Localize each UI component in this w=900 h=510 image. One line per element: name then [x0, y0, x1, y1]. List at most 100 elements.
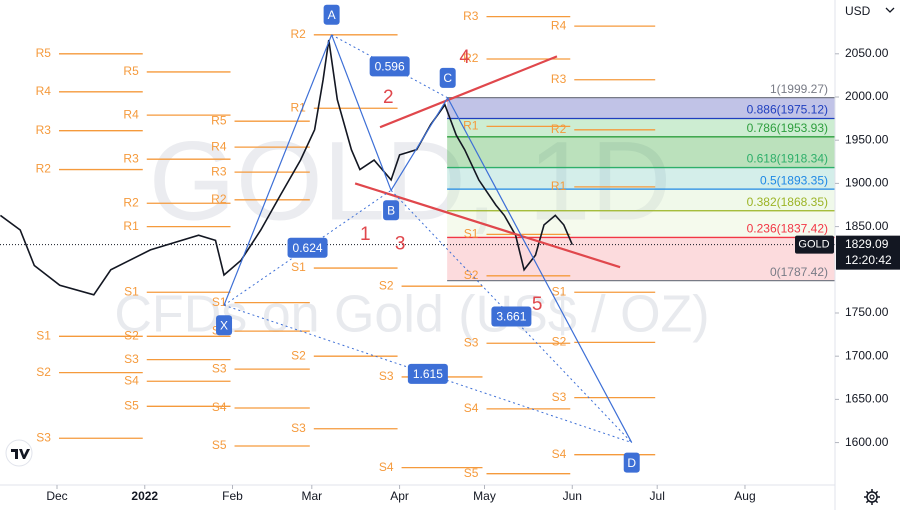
ratio-label: 3.661 [496, 310, 526, 324]
price-tag [836, 235, 900, 270]
pivot-label: S5 [212, 438, 227, 452]
pivot-label: S4 [124, 373, 139, 387]
y-tick-label: 1750.00 [845, 305, 889, 319]
fib-label: 0.886(1975.12) [747, 103, 828, 117]
pattern-point-label: B [387, 203, 395, 217]
pivot-label: R2 [463, 51, 479, 65]
fib-band [447, 237, 835, 281]
x-tick-label: Jul [650, 489, 665, 503]
pattern-ratio-line [390, 189, 633, 443]
pattern-point-label: X [220, 318, 228, 332]
pivot-label: R3 [211, 164, 227, 178]
pivot-label: R1 [290, 100, 306, 114]
x-tick-label: Feb [222, 489, 243, 503]
fib-label: 0(1787.42) [770, 265, 828, 279]
x-tick-label: May [473, 489, 496, 503]
pivot-label: R3 [36, 123, 52, 137]
fib-label: 0.236(1837.42) [747, 222, 828, 236]
pivot-label: R2 [36, 162, 52, 176]
pivot-label: R2 [123, 195, 139, 209]
pivot-label: S3 [464, 335, 479, 349]
wave-label: 2 [383, 87, 394, 108]
pivot-label: R2 [211, 192, 227, 206]
trend-line [379, 55, 558, 129]
pivot-label: S1 [291, 260, 306, 274]
pivot-label: S1 [36, 328, 51, 342]
pivot-label: R1 [123, 219, 139, 233]
wave-label: 4 [459, 47, 470, 68]
fib-band [447, 136, 835, 168]
logo[interactable] [5, 439, 33, 467]
x-tick-label: 2022 [131, 489, 158, 503]
pattern-leg [331, 34, 392, 191]
axis-layer: 1600.00 1650.00 1700.00 1750.00 1850.00 1900.… [46, 46, 900, 503]
pivot-label: S2 [552, 335, 567, 349]
fib-band [447, 189, 835, 211]
price-line [0, 39, 574, 296]
pivot-label: R2 [551, 122, 567, 136]
pivot-label: S2 [124, 328, 139, 342]
pattern-point-box [623, 452, 640, 473]
pivot-label: R4 [211, 139, 227, 153]
y-tick-label: 2000.00 [845, 89, 889, 103]
pivot-label: S4 [379, 460, 394, 474]
x-tick-label: Dec [46, 489, 67, 503]
settings-button[interactable] [864, 489, 880, 505]
logo-mark [11, 449, 30, 459]
pattern-point-box [216, 315, 233, 336]
pattern-point-label: C [443, 71, 452, 85]
fib-label: 1(1999.27) [770, 82, 828, 96]
wave-label: 3 [395, 234, 406, 255]
price-tag-label: 1829.09 [845, 237, 889, 251]
fib-band [447, 118, 835, 137]
ratio-label: 0.596 [375, 59, 405, 73]
y-tick-label: 1700.00 [845, 348, 889, 362]
x-tick-label: Jun [563, 489, 582, 503]
y-tick-label: 1600.00 [845, 435, 889, 449]
pivot-label: S1 [212, 295, 227, 309]
ratio-label: 1.615 [413, 367, 443, 381]
watermark: GOLD, 1D [149, 119, 672, 244]
pivot-label: R3 [123, 151, 139, 165]
pivot-label: S4 [464, 401, 479, 415]
pattern-leg [223, 34, 333, 306]
pattern-leg [447, 97, 633, 443]
pivot-label: S4 [552, 447, 567, 461]
pivot-label: R5 [123, 64, 139, 78]
fib-label: 0.5(1893.35) [760, 173, 828, 187]
x-tick-label: Apr [390, 489, 409, 503]
pivot-label: R5 [36, 46, 52, 60]
pattern-point-label: A [328, 8, 336, 22]
countdown: 12:20:42 [845, 253, 892, 267]
watermark-subtitle: CFDs on Gold (US$ / OZ) [114, 286, 709, 344]
fib-label: 0.382(1868.35) [747, 195, 828, 209]
symbol-tag [795, 235, 834, 254]
pivot-label: R4 [123, 107, 139, 121]
pattern-point-box [439, 67, 456, 88]
currency-menu[interactable] [885, 7, 895, 13]
pattern-point-box [383, 200, 400, 221]
pivot-label: R5 [211, 113, 227, 127]
pivot-label: R4 [36, 84, 52, 98]
pivot-label: S5 [124, 398, 139, 412]
time-axis [0, 485, 835, 510]
pivot-label: S1 [552, 284, 567, 298]
pivot-label: S3 [124, 352, 139, 366]
y-tick-label: 2050.00 [845, 46, 889, 60]
gear-hub [869, 494, 875, 500]
pivot-label: R3 [551, 72, 567, 86]
background-layer: GOLD, 1D CFDs on Gold (US$ / OZ) [114, 119, 709, 344]
ratio-label: 0.624 [293, 241, 323, 255]
fib-label: 0.618(1918.34) [747, 152, 828, 166]
y-tick-label: 1850.00 [845, 219, 889, 233]
pivot-label: R3 [463, 9, 479, 23]
pivot-label: R1 [551, 179, 567, 193]
pivot-label: S3 [552, 390, 567, 404]
wave-label: 1 [360, 224, 371, 245]
y-tick-label: 1900.00 [845, 176, 889, 190]
pivot-label: S2 [36, 365, 51, 379]
pivot-label: S3 [36, 430, 51, 444]
ratio-box [369, 56, 410, 77]
pivot-label: R1 [463, 119, 479, 133]
